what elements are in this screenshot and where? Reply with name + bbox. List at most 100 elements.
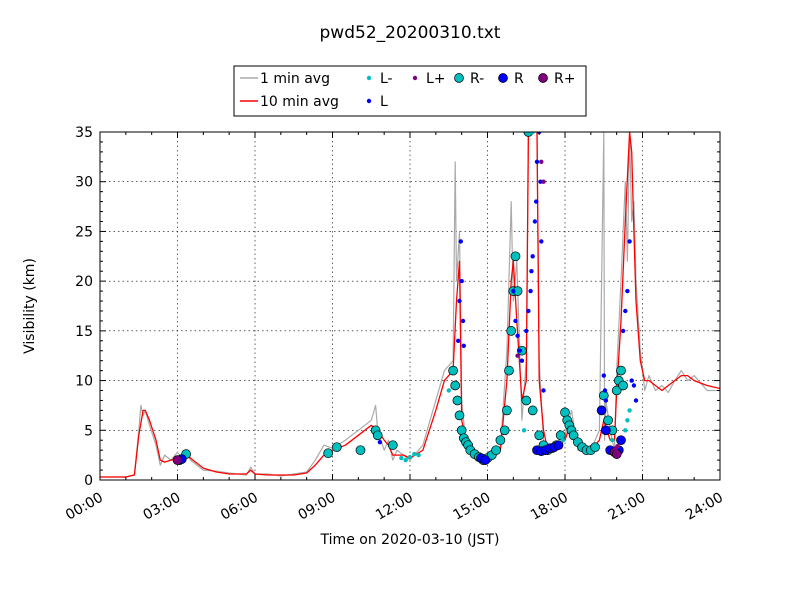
x-tick-label: 09:00 (296, 490, 339, 524)
marker-L+ (541, 179, 546, 184)
x-tick-label: 24:00 (683, 490, 726, 524)
marker-L+ (515, 353, 520, 358)
y-tick-label: 30 (75, 175, 93, 191)
marker-R- (611, 385, 622, 396)
marker-R- (452, 395, 463, 406)
marker-L (623, 308, 628, 314)
marker-L (517, 348, 522, 353)
marker-L (457, 298, 462, 304)
marker-R (553, 440, 564, 451)
marker-R (596, 405, 607, 416)
marker-R (601, 425, 611, 436)
marker-L (519, 358, 525, 363)
marker-L (629, 378, 634, 383)
legend-marker-swatch (366, 98, 372, 104)
marker-L (601, 373, 606, 378)
legend-item-L+: L+ (412, 71, 446, 87)
legend-marker-swatch (498, 73, 508, 83)
marker-L- (416, 452, 421, 458)
x-tick-label: 12:00 (373, 490, 416, 524)
marker-R- (506, 326, 517, 336)
marker-R- (331, 442, 342, 453)
y-axis-label: Visibility (km) (22, 258, 38, 354)
marker-R+ (611, 449, 622, 459)
x-axis-label: Time on 2020-03-10 (JST) (320, 532, 500, 548)
marker-L+ (615, 444, 620, 449)
marker-R- (450, 380, 461, 391)
y-tick-label: 15 (75, 324, 93, 340)
marker-R- (372, 430, 383, 441)
x-tick-label: 21:00 (606, 490, 649, 524)
legend-item-10-min-avg: 10 min avg (240, 94, 339, 110)
y-tick-label: 25 (75, 224, 93, 240)
legend-label: L (380, 94, 388, 110)
marker-R- (523, 132, 534, 137)
marker-L (603, 398, 609, 403)
legend-item-1-min-avg: 1 min avg (240, 71, 330, 87)
marker-L (456, 338, 461, 343)
legend-box (233, 65, 587, 117)
marker-L- (623, 428, 628, 433)
marker-L (633, 398, 639, 403)
marker-L (524, 328, 529, 334)
marker-L (377, 440, 383, 445)
marker-L (539, 239, 544, 244)
marker-R- (502, 405, 512, 416)
legend-label: 1 min avg (260, 71, 330, 87)
marker-L (459, 278, 464, 284)
legend-item-R-: R- (454, 71, 484, 87)
marker-L (602, 388, 608, 393)
legend-label: L- (380, 71, 393, 87)
marker-R- (568, 430, 579, 441)
legend-item-L-: L- (366, 71, 393, 87)
marker-L (620, 328, 626, 334)
marker-R- (495, 435, 506, 446)
marker-R- (534, 430, 545, 441)
marker-L (513, 318, 518, 324)
legend-label: R+ (554, 71, 575, 87)
marker-L- (530, 132, 535, 135)
marker-R- (510, 251, 521, 262)
marker-L (534, 159, 540, 164)
marker-R+ (172, 455, 183, 465)
marker-L (627, 239, 632, 244)
marker-R- (355, 445, 366, 456)
legend-item-L: L (366, 94, 388, 110)
plot-area (100, 132, 720, 478)
marker-R- (448, 365, 458, 376)
marker-L (534, 199, 539, 204)
marker-L (511, 288, 516, 294)
marker-L (532, 219, 538, 224)
marker-L- (403, 457, 408, 463)
marker-L- (446, 388, 451, 393)
y-tick-label: 35 (75, 125, 93, 141)
legend: 1 min avg 10 min avg L- L L+ R- R R+ (233, 65, 587, 117)
marker-L- (399, 455, 404, 461)
marker-R- (527, 405, 538, 416)
marker-L (461, 343, 466, 348)
legend-item-R: R (498, 71, 524, 87)
marker-L- (610, 438, 615, 443)
marker-R- (323, 448, 334, 459)
x-tick-label: 06:00 (218, 490, 261, 524)
marker-L+ (539, 159, 544, 164)
marker-R- (491, 445, 501, 456)
legend-marker-swatch (366, 75, 372, 81)
marker-R- (521, 395, 532, 406)
marker-L- (412, 451, 417, 457)
marker-L- (407, 454, 413, 460)
marker-L (541, 388, 546, 393)
marker-L (529, 269, 534, 274)
marker-R- (454, 410, 465, 421)
marker-R- (590, 442, 600, 453)
marker-R- (603, 415, 613, 426)
y-tick-label: 20 (75, 274, 93, 290)
y-tick-label: 0 (84, 473, 93, 489)
y-tick-label: 10 (75, 374, 93, 390)
marker-L (515, 333, 520, 338)
marker-L (631, 383, 637, 388)
marker-L- (560, 438, 565, 443)
marker-R (616, 435, 626, 446)
marker-L (530, 254, 535, 259)
